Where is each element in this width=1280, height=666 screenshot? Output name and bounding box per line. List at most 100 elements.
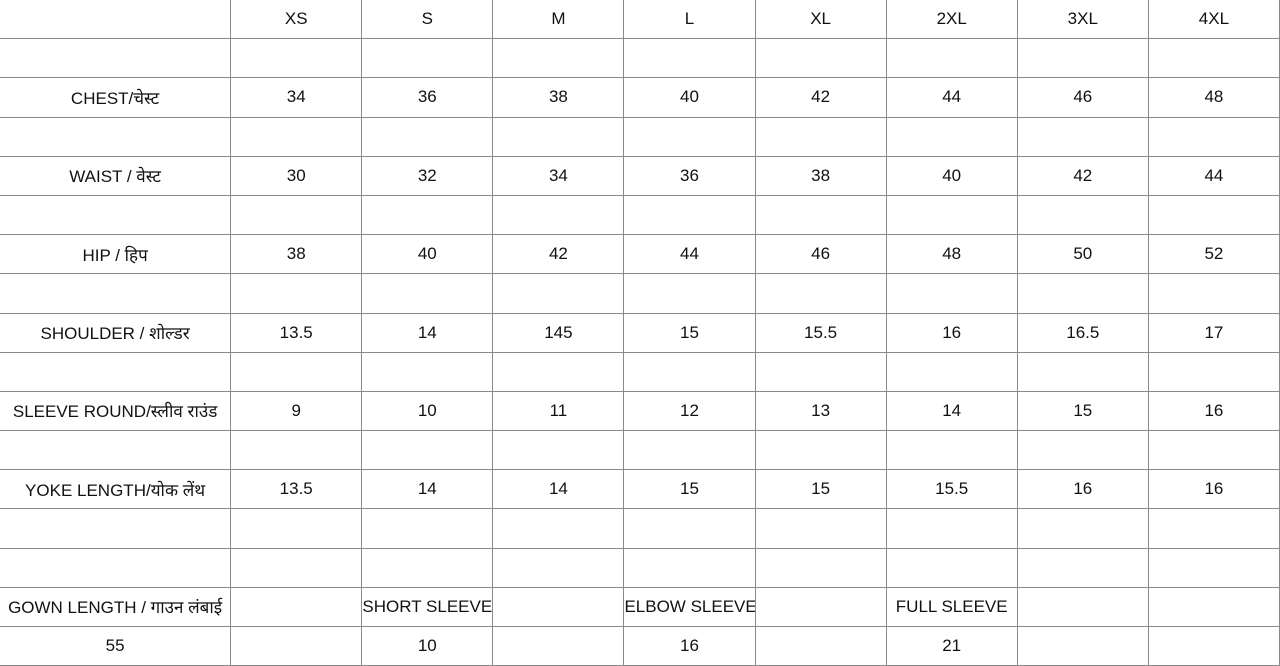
spacer-row <box>0 194 1280 236</box>
short-sleeve-value: 10 <box>361 625 494 666</box>
spacer-row <box>0 273 1280 314</box>
empty-cell <box>754 625 887 666</box>
empty-cell <box>1147 547 1280 588</box>
measurement-value: 16 <box>885 312 1018 353</box>
size-header: 4XL <box>1147 0 1280 40</box>
empty-cell <box>361 273 494 314</box>
empty-cell <box>754 194 887 236</box>
empty-cell <box>623 273 756 314</box>
empty-cell <box>885 273 1018 314</box>
measurement-value: 15 <box>1016 390 1149 432</box>
empty-cell <box>623 508 756 549</box>
empty-cell <box>0 194 232 236</box>
short-sleeve-label: SHORT SLEEVE <box>361 586 494 628</box>
measurement-value: 15 <box>623 469 756 510</box>
empty-cell <box>492 194 625 236</box>
empty-cell <box>0 0 232 40</box>
empty-cell <box>0 547 232 588</box>
measurement-value: 42 <box>492 234 625 275</box>
measurement-row: SLEEVE ROUND/स्लीव राउंड 9 10 11 12 13 14 15 16 <box>0 390 1280 432</box>
empty-cell <box>230 351 363 392</box>
measurement-row: YOKE LENGTH/योक लेंथ 13.5 14 14 15 15 15.5 16 16 <box>0 469 1280 510</box>
empty-cell <box>0 351 232 392</box>
measurement-value: 44 <box>1147 155 1280 196</box>
empty-cell <box>1016 430 1149 471</box>
measurement-value: 14 <box>885 390 1018 432</box>
measurement-value: 10 <box>361 390 494 432</box>
measurement-value: 16 <box>1147 469 1280 510</box>
measurement-value: 48 <box>885 234 1018 275</box>
empty-cell <box>492 351 625 392</box>
measurement-value: 50 <box>1016 234 1149 275</box>
empty-cell <box>230 508 363 549</box>
measurement-value: 42 <box>754 77 887 118</box>
empty-cell <box>885 430 1018 471</box>
empty-cell <box>1147 194 1280 236</box>
empty-cell <box>361 351 494 392</box>
empty-cell <box>885 547 1018 588</box>
measurement-value: 40 <box>623 77 756 118</box>
measurement-value: 17 <box>1147 312 1280 353</box>
measurement-value: 16 <box>1016 469 1149 510</box>
measurement-value: 9 <box>230 390 363 432</box>
measurement-value: 40 <box>361 234 494 275</box>
measurement-value: 12 <box>623 390 756 432</box>
spacer-row <box>0 508 1280 549</box>
measurement-value: 42 <box>1016 155 1149 196</box>
empty-cell <box>754 586 887 628</box>
full-sleeve-label: FULL SLEEVE <box>885 586 1018 628</box>
empty-cell <box>0 38 232 79</box>
measurement-value: 38 <box>230 234 363 275</box>
measurement-label: SLEEVE ROUND/स्लीव राउंड <box>0 390 232 432</box>
empty-cell <box>492 116 625 157</box>
measurement-value: 46 <box>1016 77 1149 118</box>
measurement-value: 11 <box>492 390 625 432</box>
empty-cell <box>1147 351 1280 392</box>
measurement-value: 15.5 <box>754 312 887 353</box>
empty-cell <box>1147 273 1280 314</box>
empty-cell <box>492 625 625 666</box>
empty-cell <box>1147 586 1280 628</box>
measurement-row: HIP / हिप 38 40 42 44 46 48 50 52 <box>0 234 1280 275</box>
elbow-sleeve-value: 16 <box>623 625 756 666</box>
empty-cell <box>230 194 363 236</box>
empty-cell <box>361 38 494 79</box>
measurement-value: 36 <box>623 155 756 196</box>
empty-cell <box>361 116 494 157</box>
empty-cell <box>1016 273 1149 314</box>
measurement-value: 36 <box>361 77 494 118</box>
measurement-value: 13.5 <box>230 312 363 353</box>
empty-cell <box>361 547 494 588</box>
empty-cell <box>0 116 232 157</box>
empty-cell <box>885 38 1018 79</box>
measurement-value: 16.5 <box>1016 312 1149 353</box>
measurement-label: SHOULDER / शोल्डर <box>0 312 232 353</box>
measurement-row: SHOULDER / शोल्डर 13.5 14 145 15 15.5 16 16.5 17 <box>0 312 1280 353</box>
measurement-value: 145 <box>492 312 625 353</box>
measurement-value: 13.5 <box>230 469 363 510</box>
gown-length-value: 55 <box>0 625 232 666</box>
measurement-value: 14 <box>361 312 494 353</box>
empty-cell <box>1016 625 1149 666</box>
measurement-value: 14 <box>361 469 494 510</box>
empty-cell <box>754 116 887 157</box>
header-row: XS S M L XL 2XL 3XL 4XL <box>0 0 1280 40</box>
measurement-label: CHEST/चेस्ट <box>0 77 232 118</box>
measurement-label: YOKE LENGTH/योक लेंथ <box>0 469 232 510</box>
empty-cell <box>1016 586 1149 628</box>
empty-cell <box>0 508 232 549</box>
empty-cell <box>885 351 1018 392</box>
empty-cell <box>623 38 756 79</box>
size-header: S <box>361 0 494 40</box>
measurement-value: 38 <box>492 77 625 118</box>
measurement-value: 48 <box>1147 77 1280 118</box>
empty-cell <box>1016 547 1149 588</box>
empty-cell <box>623 351 756 392</box>
empty-cell <box>754 351 887 392</box>
measurement-value: 40 <box>885 155 1018 196</box>
gown-length-label: GOWN LENGTH / गाउन लंबाई <box>0 586 232 628</box>
empty-cell <box>361 194 494 236</box>
size-header: 2XL <box>885 0 1018 40</box>
empty-cell <box>885 508 1018 549</box>
measurement-row: WAIST / वेस्ट 30 32 34 36 38 40 42 44 <box>0 155 1280 196</box>
